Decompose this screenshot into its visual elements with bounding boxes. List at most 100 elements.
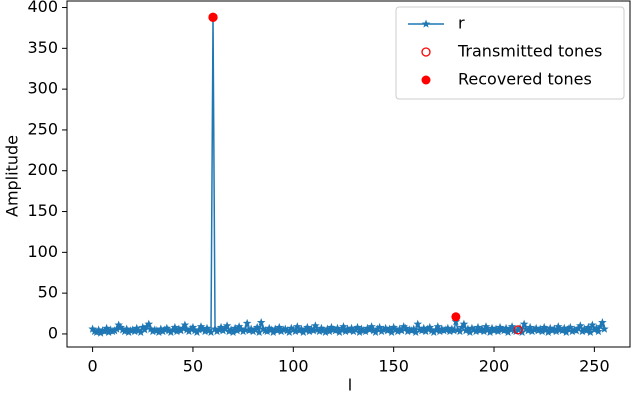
point	[411, 327, 421, 336]
point	[218, 326, 228, 335]
point	[118, 325, 127, 334]
point	[453, 325, 463, 334]
point	[553, 322, 563, 331]
point	[513, 325, 523, 335]
point	[385, 324, 394, 333]
y-tick-label: 150	[27, 201, 58, 220]
y-tick-label: 400	[27, 0, 58, 16]
x-tick-label: 50	[183, 357, 203, 376]
point	[441, 325, 451, 334]
y-tick-label: 250	[27, 119, 58, 138]
legend-marker	[421, 75, 431, 85]
point	[491, 324, 501, 333]
point	[391, 325, 400, 334]
point	[493, 327, 503, 336]
point	[596, 322, 605, 331]
point	[507, 322, 517, 331]
point	[373, 324, 382, 333]
point	[590, 325, 599, 334]
point	[377, 327, 386, 336]
point	[471, 327, 481, 336]
point	[238, 327, 248, 336]
point	[254, 327, 264, 336]
point	[132, 323, 142, 332]
legend-label: r	[458, 14, 465, 33]
point	[465, 327, 475, 336]
point	[535, 324, 545, 333]
point	[303, 322, 312, 332]
point	[276, 327, 286, 336]
point	[588, 320, 597, 329]
point	[525, 322, 535, 332]
point	[349, 327, 358, 336]
point	[584, 322, 593, 332]
legend-box	[395, 6, 625, 100]
legend-label: Transmitted tones	[457, 42, 602, 61]
point	[248, 327, 258, 336]
x-tick-label: 0	[87, 357, 97, 376]
x-axis-label: l	[348, 376, 352, 395]
point	[479, 327, 489, 336]
point	[264, 323, 274, 332]
point	[473, 322, 483, 332]
point	[383, 326, 392, 335]
point	[232, 326, 242, 335]
point	[564, 324, 573, 333]
point	[281, 324, 290, 333]
point	[102, 323, 111, 332]
point	[180, 320, 190, 329]
point	[206, 327, 216, 336]
y-tick-label: 100	[27, 242, 58, 261]
point	[551, 327, 561, 336]
point	[413, 319, 423, 328]
point	[511, 327, 521, 336]
y-tick-label: 0	[48, 323, 58, 342]
point	[325, 327, 334, 336]
point	[327, 322, 336, 332]
point	[333, 323, 342, 332]
point	[283, 326, 292, 335]
point	[566, 322, 575, 332]
point	[357, 324, 366, 333]
x-tick-label: 100	[278, 357, 309, 376]
point	[323, 324, 332, 333]
point	[212, 327, 222, 336]
point	[287, 323, 296, 332]
point	[134, 326, 144, 335]
y-axis-label: Amplitude	[3, 135, 22, 217]
point	[234, 322, 244, 331]
legend-label: Recovered tones	[458, 70, 592, 89]
point	[152, 326, 162, 335]
point	[170, 322, 180, 332]
point	[592, 323, 601, 332]
point	[449, 326, 459, 335]
point	[397, 326, 406, 335]
point	[216, 322, 226, 332]
point	[447, 324, 457, 333]
point	[319, 326, 328, 335]
point	[387, 327, 396, 336]
point	[114, 320, 123, 329]
point	[230, 323, 240, 332]
point	[543, 327, 553, 336]
legend-marker	[421, 47, 431, 57]
point	[208, 12, 218, 22]
point	[196, 322, 206, 331]
point	[483, 325, 493, 334]
point	[459, 319, 469, 328]
point	[136, 327, 146, 336]
point	[433, 322, 443, 331]
point	[307, 324, 316, 333]
point	[347, 323, 356, 332]
point	[274, 322, 284, 332]
point	[124, 327, 133, 336]
legend: r Transmitted tones Recovered tones	[395, 6, 625, 100]
point	[158, 327, 168, 336]
point	[576, 321, 585, 330]
point	[293, 322, 302, 331]
point	[226, 325, 236, 334]
point	[190, 326, 200, 335]
point	[291, 327, 300, 336]
point	[174, 324, 184, 333]
